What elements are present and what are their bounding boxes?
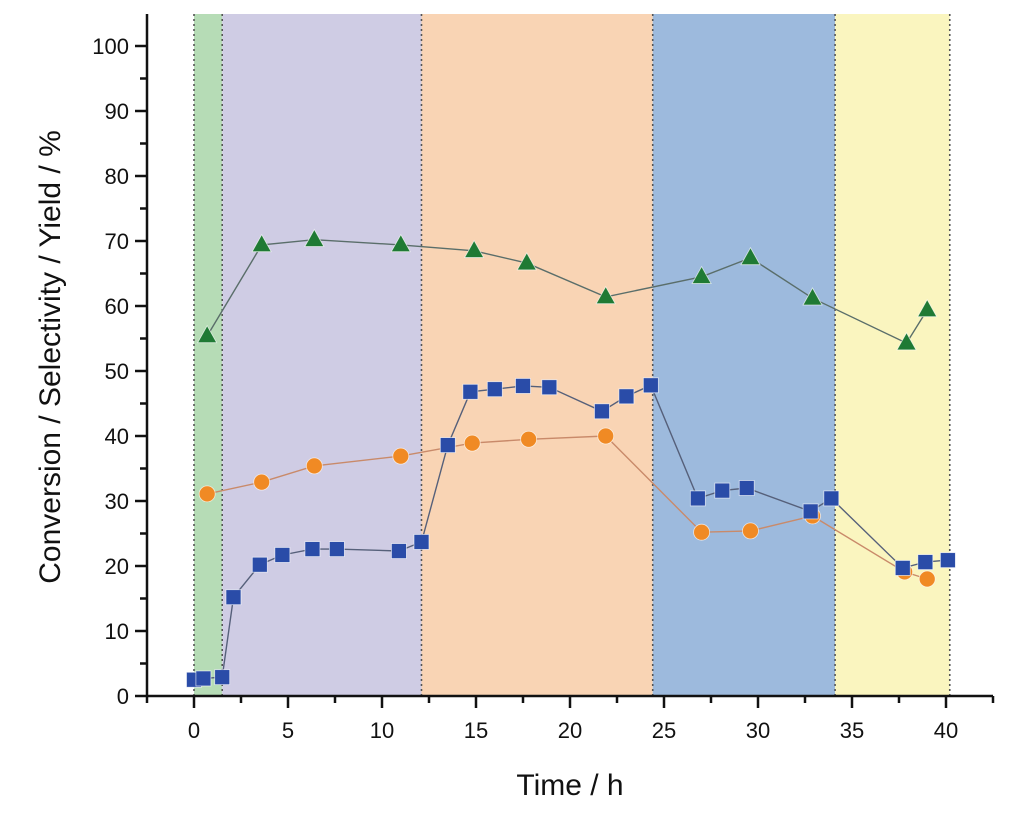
shaded-regions [194,14,950,696]
y-tick-label: 10 [105,619,129,644]
triangle-series-point [802,287,823,306]
circle-series-point [597,427,615,445]
circle-series-point [198,485,216,503]
square-series-point [541,379,558,396]
shaded-region-1 [194,14,223,696]
series-markers [186,228,956,688]
triangle-series-point [691,265,712,284]
y-tick-label: 70 [105,229,129,254]
triangle-series-point [917,298,938,318]
triangle-series-point [740,246,761,266]
triangle-series-line [206,238,928,345]
triangle-series-point [196,324,218,344]
square-series-point [714,482,731,499]
square-series-point [823,490,840,507]
x-tick-label: 25 [652,718,676,743]
x-tick-label: 0 [188,718,200,743]
x-axis-title: Time / h [516,769,623,802]
y-tick-label: 40 [105,424,129,449]
square-series-point [304,541,321,557]
square-series-point [939,552,956,569]
circle-series-point [918,570,936,588]
shaded-region-3 [421,14,653,696]
triangle-series-point [516,252,537,271]
square-series-point [894,560,911,576]
square-series-point [462,383,479,400]
square-series-point [413,534,430,550]
triangle-series-point [304,228,325,247]
region-boundaries [193,14,951,696]
triangle-series-point [251,233,272,253]
square-series-point [225,589,242,606]
square-series-point [391,543,407,559]
circle-series-point [253,473,271,491]
square-series-point [195,670,212,687]
square-series-point [738,480,755,496]
y-axis-title: Conversion / Selectivity / Yield / % [34,130,67,584]
circle-series-point [392,447,410,465]
y-tick-label: 90 [105,99,129,124]
shaded-region-2 [222,14,422,696]
y-tick-label: 100 [92,34,129,59]
triangle-series-point [595,285,616,305]
shaded-region-4 [652,14,836,696]
y-tick-label: 80 [105,164,129,189]
circle-series-point [305,457,323,475]
triangle-series-point [463,239,485,258]
triangle-series-point [896,332,917,351]
x-tick-label: 40 [934,718,958,743]
square-series-point [328,541,345,557]
y-tick-label: 30 [105,489,129,514]
square-series-point [439,437,456,454]
circle-series-point [742,522,759,540]
shaded-region-5 [835,14,950,696]
square-series-point [618,388,635,405]
square-series-point [486,381,503,398]
square-series-point [594,403,610,420]
square-series-point [917,554,934,570]
square-series-point [642,377,659,394]
x-tick-label: 35 [840,718,864,743]
square-series-point [689,490,706,507]
x-tick-label: 30 [746,718,770,743]
square-series-point [802,503,819,520]
circle-series-point [520,430,538,448]
x-tick-label: 5 [282,718,294,743]
circle-series-point [693,523,710,541]
triangle-series-point [390,233,411,253]
x-tick-label: 10 [370,718,394,743]
y-tick-label: 50 [105,359,129,384]
y-axis-ticks: 0 10 20 30 40 50 60 70 80 90 100 [92,34,147,709]
x-tick-label: 20 [558,718,582,743]
circle-series-line [207,435,928,580]
x-axis-ticks: 0 5 10 15 20 25 30 35 40 [145,696,995,743]
y-tick-label: 20 [105,554,129,579]
y-tick-label: 60 [105,294,129,319]
square-series-point [251,556,268,573]
x-tick-label: 15 [464,718,488,743]
square-series-point [274,547,291,563]
square-series-point [515,378,531,394]
square-series-point [214,669,231,686]
y-tick-label: 0 [117,684,129,709]
circle-series-point [463,434,481,452]
